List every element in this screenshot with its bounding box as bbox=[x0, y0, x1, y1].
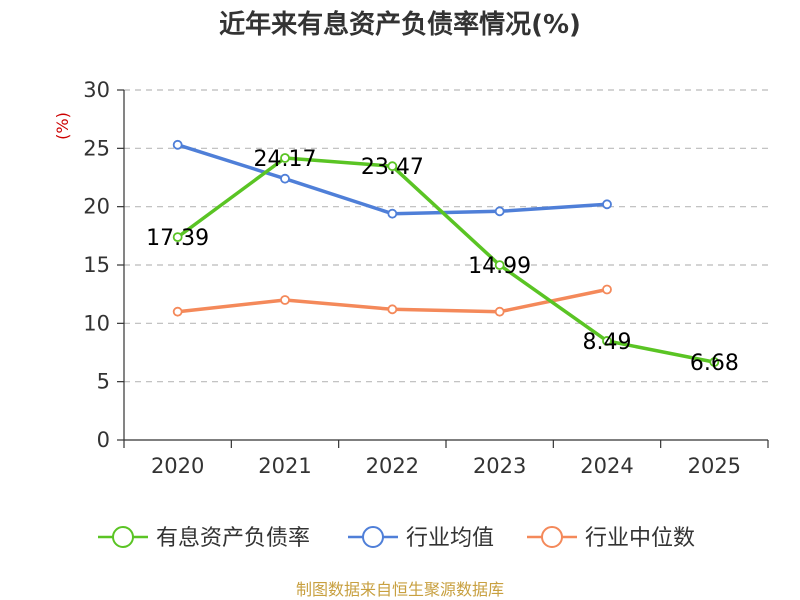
data-label: 23.47 bbox=[361, 155, 424, 180]
legend-swatch-marker bbox=[112, 526, 134, 548]
y-tick-label: 25 bbox=[83, 136, 110, 160]
x-tick-label: 2024 bbox=[580, 454, 633, 478]
legend-item[interactable]: 行业均值 bbox=[348, 526, 494, 551]
legend-item[interactable]: 行业中位数 bbox=[527, 526, 695, 551]
legend-item[interactable]: 有息资产负债率 bbox=[98, 526, 310, 551]
data-point bbox=[709, 357, 720, 367]
x-tick-label: 2023 bbox=[473, 454, 526, 478]
x-tick-label: 2025 bbox=[688, 454, 741, 478]
x-tick-label: 2021 bbox=[258, 454, 311, 478]
data-point bbox=[387, 304, 398, 315]
legend-swatch-marker bbox=[362, 526, 384, 548]
legend-label: 行业中位数 bbox=[585, 526, 695, 551]
data-label: 6.68 bbox=[690, 351, 739, 376]
y-tick-label: 15 bbox=[83, 253, 110, 277]
data-point bbox=[280, 173, 290, 184]
y-tick-label: 30 bbox=[83, 78, 110, 102]
data-labels: 17.39 24.17 23.47 14.99 8.49 6.68 bbox=[146, 147, 739, 376]
data-point bbox=[280, 295, 290, 305]
data-label: 17.39 bbox=[146, 226, 209, 251]
series-line-0 bbox=[176, 156, 715, 364]
y-axis-label: (%) bbox=[53, 112, 72, 140]
data-label: 14.99 bbox=[468, 254, 531, 279]
data-point bbox=[602, 284, 612, 295]
y-tick-label: 10 bbox=[83, 311, 110, 335]
data-point bbox=[602, 336, 612, 346]
legend-label: 有息资产负债率 bbox=[156, 526, 310, 551]
data-point bbox=[494, 260, 505, 271]
source-note: 制图数据来自恒生聚源数据库 bbox=[296, 580, 504, 599]
y-tick-label: 0 bbox=[97, 428, 110, 452]
x-tick-label: 2022 bbox=[366, 454, 419, 478]
data-label: 8.49 bbox=[583, 330, 632, 355]
data-point bbox=[494, 306, 505, 317]
data-point bbox=[602, 199, 612, 210]
legend[interactable]: 有息资产负债率 行业均值 行业中位数 bbox=[98, 526, 695, 551]
legend-label: 行业均值 bbox=[406, 526, 494, 551]
data-point bbox=[172, 306, 183, 317]
data-point bbox=[387, 161, 398, 172]
data-point bbox=[387, 208, 398, 219]
series-lines bbox=[172, 139, 720, 367]
y-tick-label: 20 bbox=[83, 195, 110, 219]
data-point bbox=[280, 153, 290, 163]
legend-swatch-marker bbox=[541, 526, 563, 548]
data-label: 24.17 bbox=[254, 147, 317, 172]
grid-lines bbox=[124, 89, 768, 383]
data-point bbox=[172, 232, 183, 243]
data-point bbox=[172, 139, 183, 150]
chart-title: 近年来有息资产负债率情况(%) bbox=[219, 9, 581, 40]
data-point bbox=[494, 206, 505, 217]
y-tick-label: 5 bbox=[97, 370, 110, 394]
x-tick-label: 2020 bbox=[151, 454, 204, 478]
